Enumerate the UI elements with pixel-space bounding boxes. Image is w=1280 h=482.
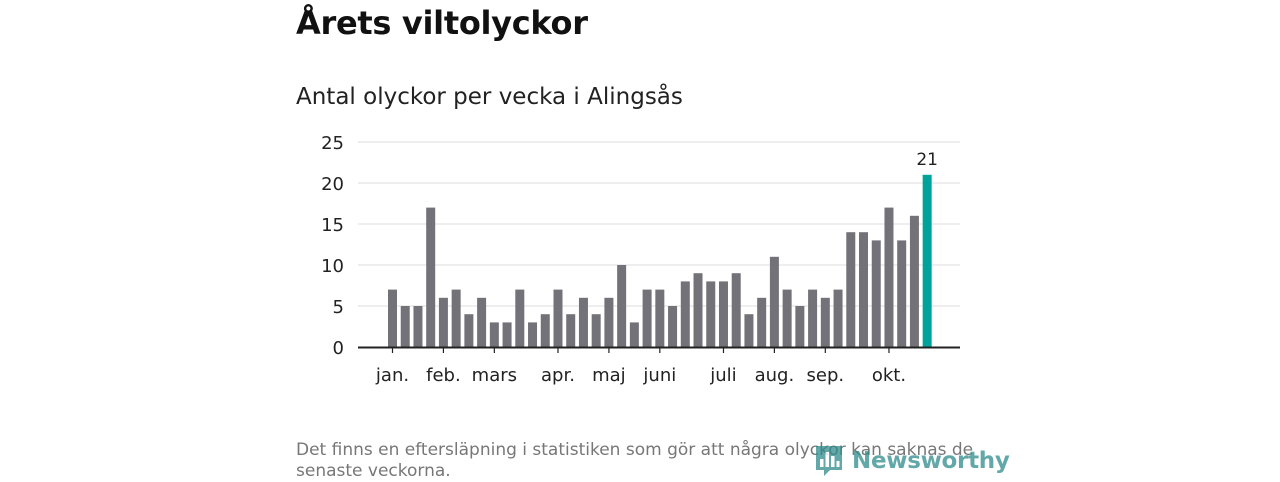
y-tick-label: 10 [321,256,344,277]
bar [502,322,512,347]
newsworthy-logo-icon [816,446,842,476]
bar [846,232,856,347]
bar [604,297,614,347]
bar [909,215,919,347]
brand-name: Newsworthy [852,448,1010,474]
bar [413,306,423,347]
bar [897,240,907,347]
x-tick-label: aug. [755,365,795,386]
x-tick-label: mars [472,365,517,386]
bar [731,273,741,347]
bar [591,314,601,347]
chart-subtitle: Antal olyckor per vecka i Alingsås [296,84,683,110]
bar [693,273,703,347]
bar [617,265,627,347]
page-title: Årets viltolyckor [296,4,588,42]
highlight-bar [922,174,932,347]
x-tick-label: feb. [426,365,461,386]
bar [515,289,525,347]
bar [655,289,665,347]
bar [744,314,754,347]
bar [528,322,538,347]
footnote: Det finns en eftersläpning i statistiken… [296,440,974,481]
bar [388,289,397,347]
bar [489,322,499,347]
bar [808,289,818,347]
bar [782,289,792,347]
x-tick-label: apr. [541,365,575,386]
bar [859,232,869,347]
bar [566,314,576,347]
bar [451,289,461,347]
bar [629,322,639,347]
x-tick-label: jan. [375,365,409,386]
data-label: 21 [916,150,938,170]
bar [400,306,410,347]
y-tick-label: 15 [321,215,344,236]
bar [540,314,550,347]
bar [477,297,487,347]
bar [718,281,728,347]
x-tick-label: juni [642,365,676,386]
bar [680,281,690,347]
bar [795,306,805,347]
bar [668,306,678,347]
bar [438,297,448,347]
bar [464,314,474,347]
bar [833,289,843,347]
brand-logo[interactable]: Newsworthy [814,444,1010,478]
bar [757,297,767,347]
y-tick-label: 5 [333,297,344,318]
bar [871,240,881,347]
y-tick-label: 25 [321,133,344,154]
bar [820,297,830,347]
bar [706,281,716,347]
y-tick-label: 0 [333,338,344,359]
y-tick-label: 20 [321,174,344,195]
bar [642,289,652,347]
bar [553,289,563,347]
bar [884,207,894,347]
x-tick-label: sep. [807,365,845,386]
x-tick-label: juli [709,365,736,386]
bar [769,256,779,347]
x-tick-label: okt. [872,365,906,386]
x-tick-label: maj [592,365,626,386]
bar [426,207,436,347]
bar [578,297,588,347]
